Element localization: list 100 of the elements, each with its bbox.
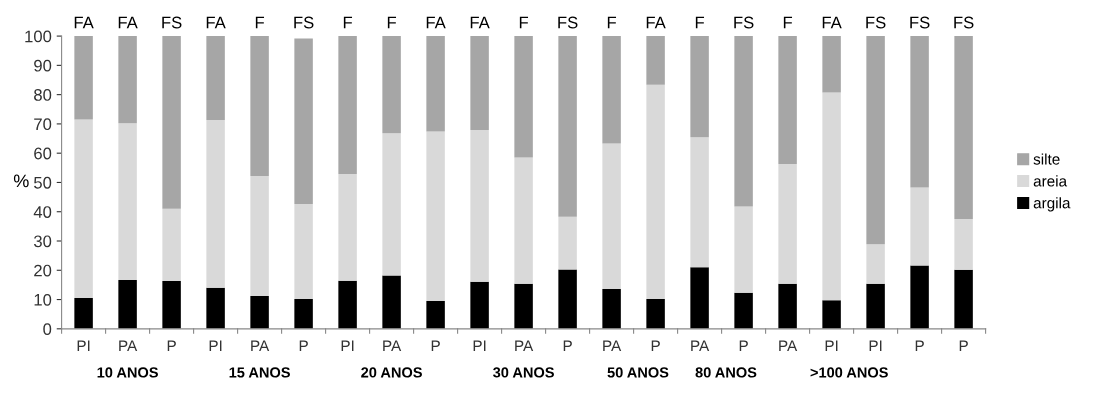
text: FS <box>910 16 930 29</box>
text: FS <box>954 16 974 29</box>
text: F <box>519 16 529 29</box>
text: FA <box>118 16 138 29</box>
bar <box>294 204 313 299</box>
x-tick-label: P <box>167 340 176 351</box>
y-axis-title: % <box>13 174 29 188</box>
y-tick-label: 70 <box>34 118 52 131</box>
text: 20 ANOS <box>361 367 422 378</box>
text: FS <box>558 16 578 29</box>
text: FA <box>646 16 666 29</box>
bar <box>250 296 269 329</box>
bar <box>294 298 313 329</box>
legend-label: argila <box>1033 197 1071 212</box>
bar <box>602 36 621 144</box>
y-tick-label: 0 <box>43 323 52 336</box>
bar <box>646 36 665 85</box>
text: FA <box>822 16 842 29</box>
text: 50 ANOS <box>607 367 669 378</box>
bar <box>426 301 445 329</box>
x-tick-label: PI <box>869 340 882 351</box>
bar <box>250 36 269 177</box>
bar <box>690 267 709 329</box>
bar <box>734 292 753 329</box>
bar <box>866 283 885 329</box>
text: FS <box>294 16 314 29</box>
bar <box>910 265 929 329</box>
bar <box>74 298 93 329</box>
y-tick-label: 10 <box>34 293 52 306</box>
text: FA <box>74 16 94 29</box>
bar <box>338 280 357 329</box>
y-tick-label: 80 <box>34 89 52 101</box>
text: FA <box>426 16 446 29</box>
text: 80 ANOS <box>695 367 757 378</box>
bar <box>470 281 489 329</box>
y-tick-label: 40 <box>33 206 52 218</box>
x-tick-label: P <box>739 340 748 351</box>
y-tick-label: 60 <box>34 147 52 160</box>
y-tick-label: 50 <box>34 176 52 189</box>
x-tick-label: P <box>651 340 660 351</box>
text: FA <box>470 16 490 29</box>
text: F <box>783 16 793 29</box>
bar <box>162 208 181 282</box>
text: FS <box>734 16 754 29</box>
bar <box>954 269 973 329</box>
bar <box>426 131 445 302</box>
text: F <box>607 16 617 29</box>
bar <box>162 281 181 329</box>
x-tick-label: P <box>915 340 924 351</box>
bar <box>602 289 621 329</box>
x-tick-label: PI <box>825 340 838 351</box>
bar <box>558 269 577 329</box>
bar <box>74 119 93 299</box>
text: F <box>343 16 353 29</box>
bar <box>118 36 137 124</box>
bar <box>866 36 885 245</box>
bar <box>470 36 489 131</box>
bar <box>778 36 797 165</box>
x-tick-label: PI <box>341 340 354 351</box>
bar <box>646 298 665 329</box>
legend-label: areia <box>1033 175 1068 187</box>
y-tick-label: 100 <box>25 30 52 43</box>
bar <box>910 36 929 188</box>
bar <box>822 92 841 301</box>
text: 15 ANOS <box>229 367 290 378</box>
bar <box>954 36 973 220</box>
x-tick-label: PA <box>383 340 402 351</box>
bar <box>778 283 797 329</box>
bar <box>470 130 489 282</box>
bar <box>910 187 929 266</box>
text: 10 ANOS <box>97 367 158 378</box>
bar <box>514 36 533 158</box>
bar <box>74 36 93 120</box>
bar <box>382 275 401 329</box>
text: 30 ANOS <box>493 367 554 378</box>
text: F <box>255 16 265 29</box>
y-tick-label: 30 <box>33 235 52 248</box>
x-tick-label: P <box>431 340 440 351</box>
bar <box>822 300 841 329</box>
bar <box>250 176 269 297</box>
bar <box>866 244 885 284</box>
bar <box>514 283 533 329</box>
y-tick-label: 90 <box>34 59 52 72</box>
bar <box>646 84 665 299</box>
bar <box>382 133 401 276</box>
bar <box>558 216 577 270</box>
bar <box>954 219 973 270</box>
bar <box>690 137 709 268</box>
bar <box>382 36 401 134</box>
bar <box>338 173 357 281</box>
x-tick-label: PA <box>515 340 534 351</box>
x-tick-label: PA <box>779 340 798 351</box>
text: FA <box>206 16 226 29</box>
text: F <box>695 16 705 29</box>
x-tick-label: PA <box>119 340 138 351</box>
bar <box>734 206 753 293</box>
x-tick-label: P <box>563 340 572 351</box>
bar <box>514 157 533 284</box>
x-tick-label: PA <box>251 340 270 351</box>
bar <box>822 36 841 93</box>
